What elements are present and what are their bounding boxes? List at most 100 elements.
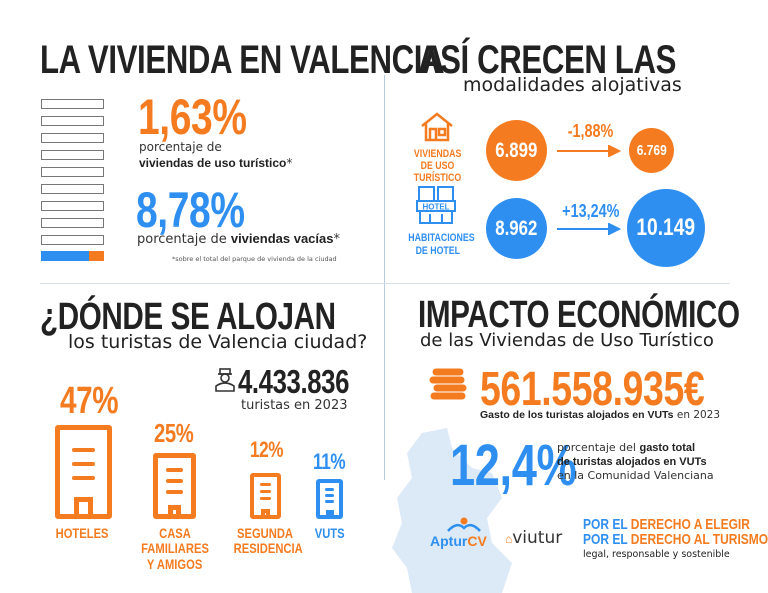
housing-bar [41,218,104,228]
hotels-label-text: HOTELES [56,525,109,541]
aptur-logo-a: Aptur [430,533,468,549]
tourist-housing-label-2: viviendas de uso turístico* [139,156,292,170]
share-text: porcentaje del gasto total de turistas a… [557,441,714,483]
vuts-label-text: VUTS [315,525,345,541]
asterisk: * [333,232,340,247]
row1-label-line2: DE USO TURÍSTICO [413,160,462,185]
row2-to-value: 10.149 [636,214,696,241]
row2-label-line2: DE HOTEL [415,245,460,258]
slogan2-b: DERECHO AL TURISMO [630,531,768,548]
vuts-pct: 11% [313,449,346,474]
family-label: CASA FAMILIARES Y AMIGOS [125,525,225,572]
second-home-label-line1: SEGUNDA [236,525,293,541]
slogan: POR EL DERECHO A ELEGIR POR EL DERECHO A… [583,517,768,562]
aptur-logo: ApturCV [430,533,487,549]
second-home-label: SEGUNDA RESIDENCIA [225,525,305,557]
empty-label-bold: viviendas vacías [230,231,334,246]
housing-bar-filled [41,251,104,261]
vertical-divider [384,75,385,480]
building-icon [250,473,281,519]
house-icon [421,112,453,142]
valencia-map-icon [392,428,512,593]
horizontal-divider [40,283,730,284]
building-icon [316,479,343,519]
housing-bar [41,184,104,194]
hotels-pct: 47% [60,380,119,422]
viutur-house-icon: ⌂ [505,532,513,546]
row1-label-line1: VIVIENDAS [413,148,462,160]
asterisk: * [286,156,293,170]
share-line1: porcentaje del gasto total [557,441,714,455]
row2-from-circle: 8.962 [486,198,547,259]
housing-bar [41,235,104,245]
empty-housing-pct: 8,78% [136,182,245,238]
viutur-logo-text: viutur [512,528,563,548]
empty-label-pre: porcentaje de [137,232,231,247]
tourist-housing-label-1: porcentaje de [139,140,222,154]
row1-from-circle: 6.899 [486,120,547,181]
vuts-label: VUTS [300,525,360,541]
viutur-logo: ⌂viutur [505,528,562,548]
share-line2: de turistas alojados en VUTs [557,455,714,469]
coins-icon [428,367,468,401]
housing-bar [41,167,104,177]
row2-to-circle: 10.149 [627,189,705,267]
row1-change-value: -1,88% [567,121,614,141]
tourist-housing-pct: 1,63% [138,89,247,145]
vivienda-title: LA VIVIENDA EN VALENCIA [40,38,445,82]
slogan1-b: DERECHO A ELEGIR [630,516,750,533]
row2-change: +13,24% [555,201,623,222]
family-label-line2: Y AMIGOS [147,555,203,572]
crecen-title: ASÍ CRECEN LAS [418,38,677,82]
building-icon [153,453,196,519]
spending-amount: 561.558.935€ [480,363,705,416]
row2-label-line1: HABITACIONES [408,232,475,244]
second-home-label-line2: RESIDENCIA [233,540,303,557]
row1-to-circle: 6.769 [629,128,674,173]
arrow-right-icon [557,223,622,235]
family-pct: 25% [154,418,194,448]
share-line2-bold: de turistas alojados en VUTs [557,456,707,468]
slogan-line1: POR EL DERECHO A ELEGIR [583,517,768,532]
row2-change-value: +13,24% [562,201,620,221]
hotel-icon: HOTEL [416,186,456,224]
housing-bar [41,133,104,143]
row1-label: VIVIENDAS DE USO TURÍSTICO [400,147,475,184]
slogan2-a: POR EL [583,531,631,548]
hotel-icon-text: HOTEL [422,203,449,212]
slogan-line3: legal, responsable y sostenible [583,549,730,560]
housing-bar [41,150,104,160]
row2-from-value: 8.962 [495,216,538,240]
crecen-subtitle: modalidades alojativas [463,74,682,96]
row1-from-value: 6.899 [495,138,538,162]
tourist-icon [215,368,235,392]
row1-to-value: 6.769 [636,142,667,159]
family-label-line1: CASA FAMILIARES [141,525,209,557]
donde-title: ¿DÓNDE SE ALOJAN [40,296,336,338]
slogan-line2: POR EL DERECHO AL TURISMO [583,532,768,547]
row2-label: HABITACIONES DE HOTEL [400,231,475,257]
housing-bar [41,99,104,109]
second-home-pct: 12% [250,437,284,462]
share-line3: en la Comunidad Valenciana [557,469,714,482]
hotels-label: HOTELES [40,525,125,541]
row1-change: -1,88% [562,121,616,142]
footnote: *sobre el total del parque de vivienda d… [172,255,337,263]
aptur-logo-icon [447,517,481,532]
share-line1-bold: gasto total [639,442,696,454]
impacto-title: IMPACTO ECONÓMICO [418,294,740,336]
share-line1-pre: porcentaje del [557,441,640,454]
share-pct: 12,4% [450,433,577,498]
building-icon [55,425,112,519]
slogan1-a: POR EL [583,516,631,533]
aptur-logo-b: CV [467,533,487,549]
tourists-total: 4.433.836 [238,363,350,400]
donde-subtitle: los turistas de Valencia ciudad? [68,331,368,353]
spending-caption-rest: en 2023 [673,409,721,421]
housing-bar [41,201,104,211]
tourists-caption: turistas en 2023 [241,398,348,413]
empty-housing-label: porcentaje de viviendas vacías* [137,231,340,247]
arrow-right-icon [557,145,622,157]
tourist-housing-label-bold: viviendas de uso turístico [139,156,287,170]
spending-caption: Gasto de los turistas alojados en VUTs e… [480,409,720,421]
